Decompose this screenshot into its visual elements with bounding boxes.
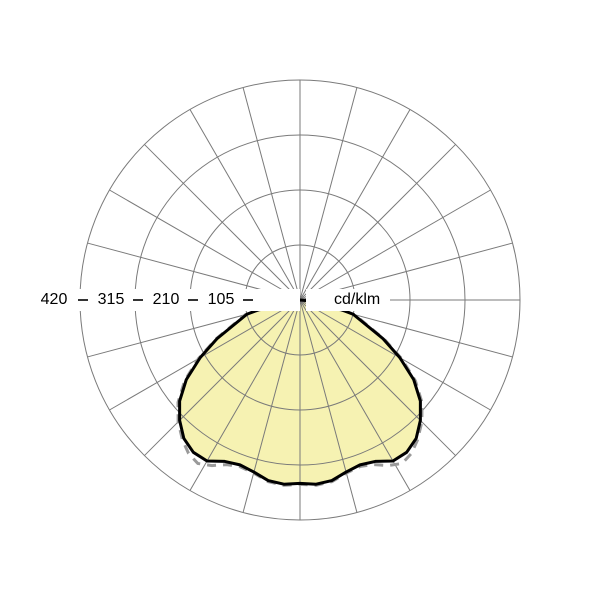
unit-label: cd/klm bbox=[334, 291, 380, 308]
ring-label-105: 105 bbox=[208, 291, 235, 308]
ring-label-210: 210 bbox=[153, 291, 180, 308]
axis-labels: 105 210 315 420 cd/klm bbox=[40, 289, 390, 311]
ring-label-420: 420 bbox=[41, 291, 68, 308]
photometric-polar-chart: 105 210 315 420 cd/klm bbox=[0, 0, 600, 600]
ring-label-315: 315 bbox=[98, 291, 125, 308]
